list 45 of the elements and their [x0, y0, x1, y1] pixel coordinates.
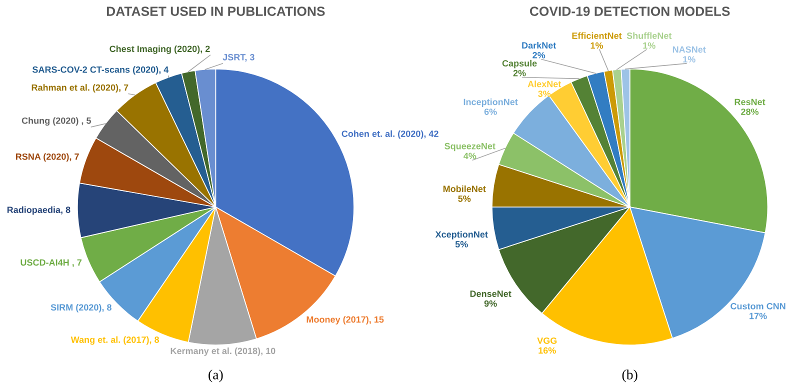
data-label: 16% — [538, 347, 556, 354]
text: (a) — [208, 370, 223, 382]
data-label: 1% — [590, 42, 604, 49]
data-label: 28% — [741, 108, 759, 115]
slice-label: Capsule — [502, 60, 537, 68]
slice-label: Kermany et al. (2018), 10 — [170, 347, 276, 356]
slice-label: SARS-COV-2 CT-scans (2020), 4 — [32, 66, 169, 75]
slice-label: MobileNet — [443, 185, 486, 192]
slice-label: DenseNet — [470, 290, 512, 297]
data-label: 2% — [532, 52, 546, 58]
data-label: 2% — [513, 70, 526, 76]
slice-label: Chest Imaging (2020), 2 — [110, 45, 210, 54]
slice-label: Mooney (2017), 15 — [306, 316, 384, 324]
slice-label: XceptionNet — [435, 231, 488, 240]
data-label: 4% — [464, 152, 476, 160]
data-label: 1% — [643, 42, 656, 49]
slice-label: Custom CNN — [730, 302, 786, 310]
data-label: 3% — [538, 90, 551, 98]
slice-label: ResNet — [734, 98, 766, 106]
data-label: 5% — [455, 241, 468, 248]
slice-label: DarkNet — [522, 42, 556, 49]
slice-label: Chung (2020) , 5 — [22, 117, 92, 126]
text: (b) — [622, 370, 638, 382]
slice-label: SIRM (2020), 8 — [50, 304, 112, 312]
data-label: 17% — [750, 312, 767, 320]
data-label: 9% — [484, 300, 497, 307]
chart-title: DATASET USED IN PUBLICATIONS — [106, 6, 325, 16]
slice-label: JSRT, 3 — [222, 54, 254, 62]
data-label: 5% — [458, 196, 471, 202]
slice-label: EfficientNet — [572, 32, 622, 39]
slice-label: USCD-AI4H , 7 — [20, 259, 82, 268]
slice-label: RSNA (2020), 7 — [16, 153, 79, 162]
data-label: 6% — [484, 108, 497, 115]
slice-label: ShuffleNet — [626, 32, 672, 39]
slice-label: SqueezeNet — [444, 142, 496, 152]
data-label: 1% — [683, 56, 696, 62]
slice-label: VGG — [537, 337, 557, 344]
slice-label: NASNet — [672, 46, 706, 53]
slice-label: AlexNet — [528, 80, 562, 88]
slice-label: Rahman et al. (2020), 7 — [32, 84, 128, 93]
slice-label: Wang et. al. (2017), 8 — [70, 336, 160, 345]
slice-label: Cohen et. al. (2020), 42 — [342, 130, 438, 139]
chart-title: COVID-19 DETECTION MODELS — [530, 6, 730, 16]
slice-label: InceptionNet — [464, 98, 518, 107]
slice-label: Radiopaedia, 8 — [7, 206, 70, 215]
